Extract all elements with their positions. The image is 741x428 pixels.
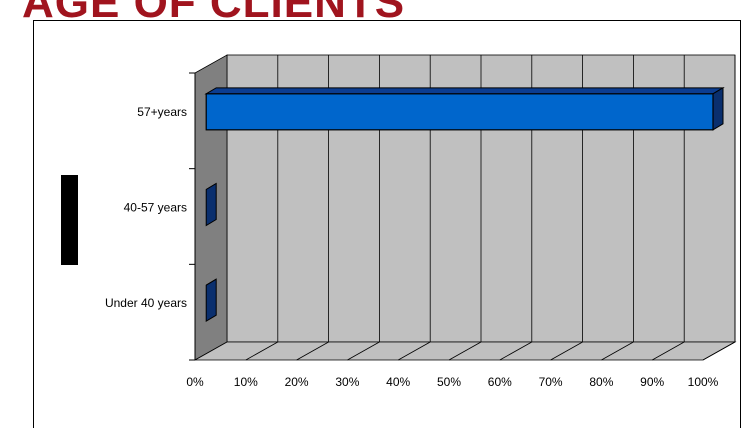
chart-bars <box>204 86 725 323</box>
gridline-floor <box>245 341 278 361</box>
frame-border-left <box>33 20 34 428</box>
gridline-floor <box>601 341 634 361</box>
frame-border-top <box>33 20 741 21</box>
gridline-floor <box>550 341 583 361</box>
bar-end-face <box>712 86 724 131</box>
x-tick-label: 90% <box>640 375 664 389</box>
gridline-floor <box>499 341 532 361</box>
gridline-floor <box>702 341 736 361</box>
bar-end-face <box>205 182 217 227</box>
gridline-floor <box>296 341 329 361</box>
x-tick-label: 80% <box>589 375 613 389</box>
gridline-floor <box>652 341 685 361</box>
x-tick-label: 100% <box>688 375 719 389</box>
gridline-floor <box>347 341 380 361</box>
bar <box>205 93 714 131</box>
decorative-black-block <box>61 175 78 265</box>
y-category-label: 57+years <box>137 105 187 119</box>
bar-top-face <box>204 87 725 95</box>
x-tick-label: 50% <box>437 375 461 389</box>
slide-title: AGE OF CLIENTS <box>22 0 406 27</box>
x-tick-label: 60% <box>488 375 512 389</box>
x-tick-label: 30% <box>335 375 359 389</box>
x-tick-label: 70% <box>539 375 563 389</box>
x-tick-label: 40% <box>386 375 410 389</box>
x-tick-label: 10% <box>234 375 258 389</box>
bar-end-face <box>205 278 217 323</box>
x-tick-label: 20% <box>285 375 309 389</box>
x-tick-label: 0% <box>186 375 204 389</box>
gridline-floor <box>398 341 431 361</box>
y-category-label: Under 40 years <box>105 296 187 310</box>
y-category-label: 40-57 years <box>124 201 187 215</box>
gridline-floor <box>448 341 482 361</box>
chart-axes <box>189 72 196 361</box>
chart-labels: 0% 10% 20% 30% 40% 50% 60% 70% 80% 90% 100% 57+year… <box>105 105 719 389</box>
